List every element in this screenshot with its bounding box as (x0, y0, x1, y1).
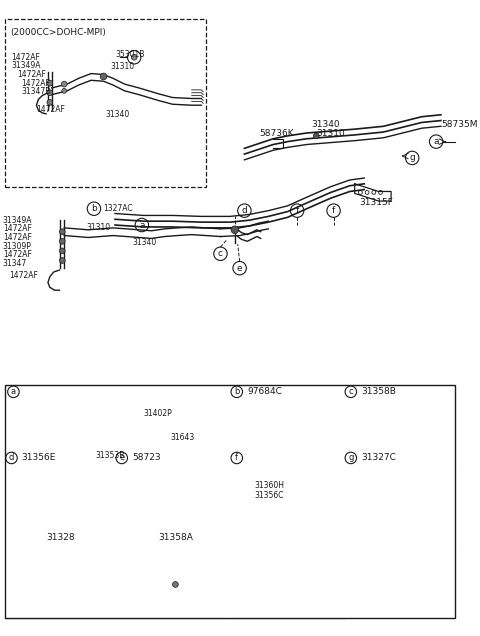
Bar (304, 496, 309, 506)
Circle shape (111, 459, 116, 464)
Text: 31402P: 31402P (144, 410, 172, 418)
Text: 31310: 31310 (316, 130, 345, 139)
Text: 31309P: 31309P (3, 242, 32, 251)
Text: 31310: 31310 (110, 62, 134, 71)
Bar (34, 487, 76, 492)
Circle shape (47, 90, 53, 95)
Bar (379, 487, 411, 492)
Bar (36, 579, 79, 592)
Bar (409, 434, 413, 441)
Text: 1327AC: 1327AC (104, 204, 133, 213)
Circle shape (47, 80, 53, 86)
Text: 31310: 31310 (86, 223, 110, 232)
Bar (254, 487, 304, 492)
Circle shape (231, 226, 239, 233)
Text: 31356C: 31356C (254, 491, 284, 500)
Text: 31347B: 31347B (21, 87, 50, 96)
Text: 31327C: 31327C (361, 453, 396, 462)
Bar (60, 572, 67, 579)
Text: 31347: 31347 (3, 259, 27, 268)
Circle shape (60, 238, 65, 244)
Bar (107, 414, 120, 462)
Text: 31358A: 31358A (158, 533, 193, 542)
Circle shape (47, 99, 53, 105)
Text: f: f (296, 206, 299, 215)
Text: 31349A: 31349A (12, 62, 41, 71)
Bar (158, 581, 168, 588)
Bar (171, 567, 179, 577)
Polygon shape (270, 430, 303, 449)
Text: d: d (241, 206, 247, 215)
Text: d: d (9, 453, 14, 462)
Text: e: e (119, 453, 124, 462)
Text: 31353B: 31353B (96, 450, 125, 460)
Text: 1472AF: 1472AF (3, 233, 32, 242)
Text: 31356E: 31356E (21, 453, 56, 462)
Circle shape (313, 133, 319, 139)
Bar (183, 581, 192, 588)
Text: 31358B: 31358B (361, 387, 396, 396)
Bar (379, 492, 411, 511)
Text: 58735M: 58735M (441, 120, 478, 129)
Text: 1472AF: 1472AF (10, 272, 38, 280)
Bar (397, 422, 404, 428)
Text: 31360H: 31360H (254, 481, 284, 490)
Circle shape (61, 81, 67, 87)
Text: 1472AF: 1472AF (21, 79, 50, 88)
Text: 31340: 31340 (106, 110, 130, 120)
Text: f: f (235, 453, 238, 462)
Bar (34, 492, 76, 513)
Text: c: c (218, 249, 223, 258)
Text: 97684C: 97684C (247, 387, 282, 396)
Text: b: b (91, 204, 97, 213)
Text: e: e (237, 264, 242, 273)
Text: 1472AF: 1472AF (12, 53, 40, 62)
Text: 31643: 31643 (170, 433, 195, 442)
Bar (379, 428, 409, 447)
Text: 1472AF: 1472AF (17, 70, 46, 79)
Text: a: a (433, 137, 439, 146)
Text: c: c (348, 387, 353, 396)
Circle shape (132, 55, 137, 60)
Bar (379, 422, 385, 428)
Bar (49, 572, 57, 579)
Bar (70, 572, 78, 579)
Bar (76, 496, 81, 506)
Circle shape (62, 88, 67, 93)
Text: 1472AF: 1472AF (36, 106, 65, 114)
Text: g: g (409, 153, 415, 162)
Text: 31340: 31340 (132, 238, 156, 247)
Circle shape (166, 497, 169, 501)
Circle shape (60, 248, 65, 254)
Bar (5, 385, 456, 618)
Bar (171, 592, 179, 602)
Circle shape (60, 229, 65, 235)
Text: 58723: 58723 (132, 453, 161, 462)
Circle shape (60, 258, 65, 263)
Text: f: f (332, 206, 335, 215)
Text: 31315F: 31315F (360, 198, 393, 207)
Bar (5, 19, 206, 187)
Text: b: b (234, 387, 240, 396)
Text: 35301B: 35301B (115, 50, 144, 59)
Text: 58736K: 58736K (259, 130, 293, 139)
Text: a: a (139, 221, 144, 230)
Bar (38, 572, 46, 579)
Text: 31349A: 31349A (3, 216, 32, 225)
Circle shape (100, 73, 107, 80)
Text: a: a (11, 387, 16, 396)
Bar (411, 497, 415, 505)
Bar (168, 577, 183, 592)
Text: 31328: 31328 (46, 533, 75, 542)
Text: g: g (348, 453, 353, 462)
Circle shape (172, 581, 178, 588)
Text: (2000CC>DOHC-MPI): (2000CC>DOHC-MPI) (11, 27, 107, 36)
Text: 1472AF: 1472AF (3, 225, 32, 233)
Bar (254, 492, 304, 513)
Text: 31340: 31340 (312, 120, 340, 129)
Text: 1472AF: 1472AF (3, 250, 32, 259)
